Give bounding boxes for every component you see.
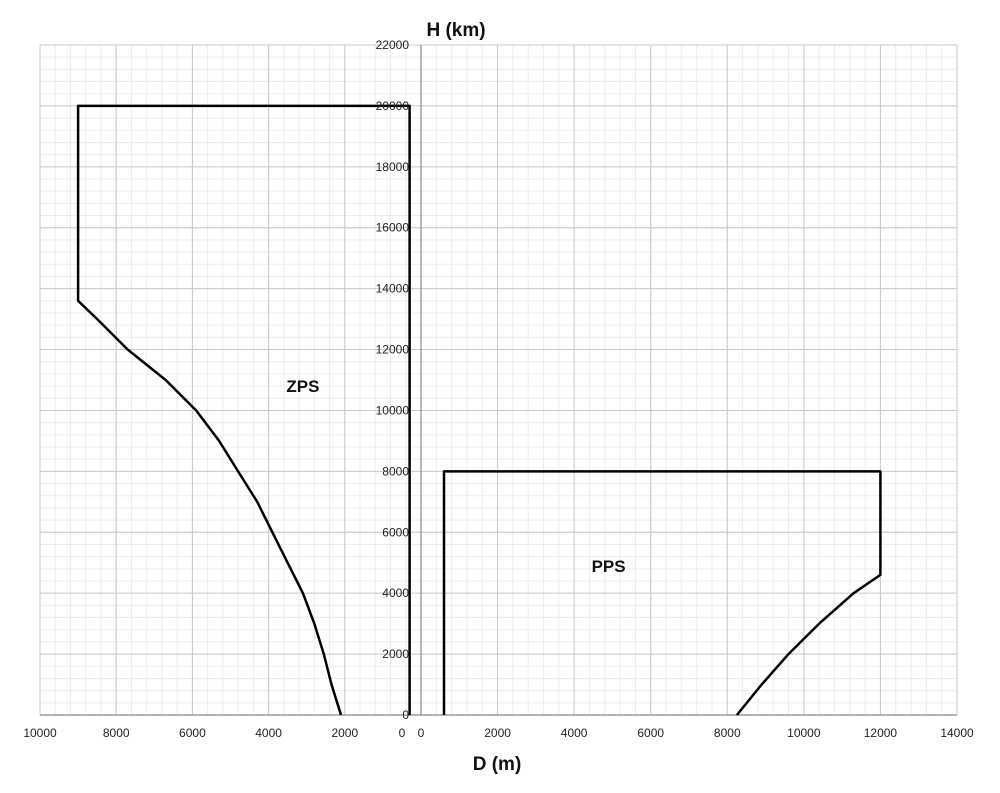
tick-labels: 0 2000 4000 6000 8000 10000 12000 14000 16000 180… — [23, 38, 974, 740]
x-tick-label-left: 6000 — [179, 726, 206, 740]
x-tick-label-left-zero: 0 — [399, 726, 406, 740]
x-axis-title: D (m) — [473, 754, 522, 775]
x-tick-label-left: 2000 — [331, 726, 358, 740]
annotation-pps: PPS — [592, 557, 626, 576]
y-tick-label: 20000 — [376, 99, 410, 113]
x-tick-label-right: 12000 — [864, 726, 898, 740]
x-tick-label-left: 8000 — [103, 726, 130, 740]
x-tick-label-right: 2000 — [484, 726, 511, 740]
annotation-zps: ZPS — [286, 377, 319, 396]
y-tick-label: 6000 — [382, 525, 409, 539]
y-tick-label: 10000 — [376, 403, 410, 417]
series — [76, 104, 882, 716]
y-tick-label: 8000 — [382, 464, 409, 478]
series-line-pps — [442, 470, 882, 716]
axes — [40, 45, 957, 716]
y-tick-label: 4000 — [382, 586, 409, 600]
x-tick-label-right: 10000 — [787, 726, 821, 740]
x-tick-label-right: 14000 — [940, 726, 974, 740]
series-line-zps — [76, 104, 411, 716]
x-tick-label-right: 4000 — [561, 726, 588, 740]
y-tick-label: 0 — [402, 708, 409, 722]
x-tick-label-left: 10000 — [23, 726, 57, 740]
y-tick-label: 22000 — [376, 38, 410, 52]
y-tick-label: 14000 — [376, 282, 410, 296]
x-tick-label-right: 8000 — [714, 726, 741, 740]
x-tick-label-left: 4000 — [255, 726, 282, 740]
y-tick-label: 2000 — [382, 647, 409, 661]
y-axis-title: H (km) — [426, 20, 485, 41]
y-tick-label: 16000 — [376, 221, 410, 235]
x-tick-label-right: 6000 — [637, 726, 664, 740]
grid — [39, 44, 958, 716]
y-tick-label: 12000 — [376, 343, 410, 357]
x-tick-label-right: 0 — [418, 726, 425, 740]
y-tick-label: 18000 — [376, 160, 410, 174]
